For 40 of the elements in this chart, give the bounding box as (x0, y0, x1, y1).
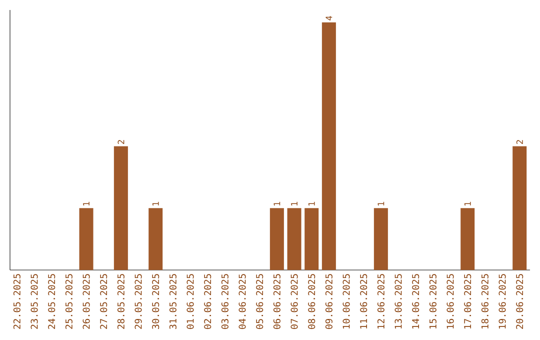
x-tick-label: 16.06.2025 (446, 274, 454, 328)
x-tick-label: 24.05.2025 (48, 274, 56, 329)
x-tick-label: 07.06.2025 (290, 274, 298, 329)
x-tick-label: 06.06.2025 (273, 274, 280, 329)
data-label: 2 (516, 140, 523, 144)
data-label: 1 (378, 202, 384, 206)
x-tick-label: 02.06.2025 (204, 274, 212, 329)
data-label: 2 (118, 140, 124, 144)
x-tick-label: 12.06.2025 (377, 274, 384, 328)
x-tick-label: 31.05.2025 (169, 274, 176, 329)
x-tick-label: 18.06.2025 (481, 274, 488, 328)
x-tick-label: 05.06.2025 (256, 274, 264, 329)
x-tick-label: 03.06.2025 (221, 274, 228, 329)
data-label: 1 (274, 202, 280, 206)
x-tick-label: 04.06.2025 (238, 274, 246, 329)
data-label: 1 (83, 202, 90, 206)
data-label: 1 (291, 202, 298, 206)
x-tick-label: 19.06.2025 (498, 274, 506, 328)
x-tick-label: 28.05.2025 (117, 274, 124, 329)
data-label: 1 (308, 202, 315, 206)
x-tick-label: 08.06.2025 (308, 274, 316, 329)
x-tick-label: 29.05.2025 (134, 274, 142, 329)
x-tick-label: 10.06.2025 (342, 274, 350, 328)
x-tick-label: 25.05.2025 (65, 274, 72, 329)
x-tick-label: 23.05.2025 (30, 274, 38, 329)
data-label: 4 (326, 16, 332, 20)
x-tick-label: 14.06.2025 (412, 274, 420, 328)
x-tick-label: 17.06.2025 (464, 274, 472, 328)
x-tick-label: 20.06.2025 (516, 274, 524, 329)
data-label: 1 (464, 202, 471, 206)
x-tick-label: 11.06.2025 (360, 274, 368, 328)
x-tick-label: 26.05.2025 (82, 274, 90, 329)
x-tick-label: 01.06.2025 (186, 274, 194, 329)
x-tick-label: 27.05.2025 (100, 274, 108, 329)
x-tick-label: 30.05.2025 (152, 274, 160, 329)
x-tick-label: 22.05.2025 (13, 274, 20, 329)
x-tick-label: 13.06.2025 (394, 274, 402, 328)
x-tick-label: 15.06.2025 (429, 274, 436, 328)
x-tick-label: 09.06.2025 (325, 274, 332, 329)
data-label: 1 (152, 202, 159, 206)
